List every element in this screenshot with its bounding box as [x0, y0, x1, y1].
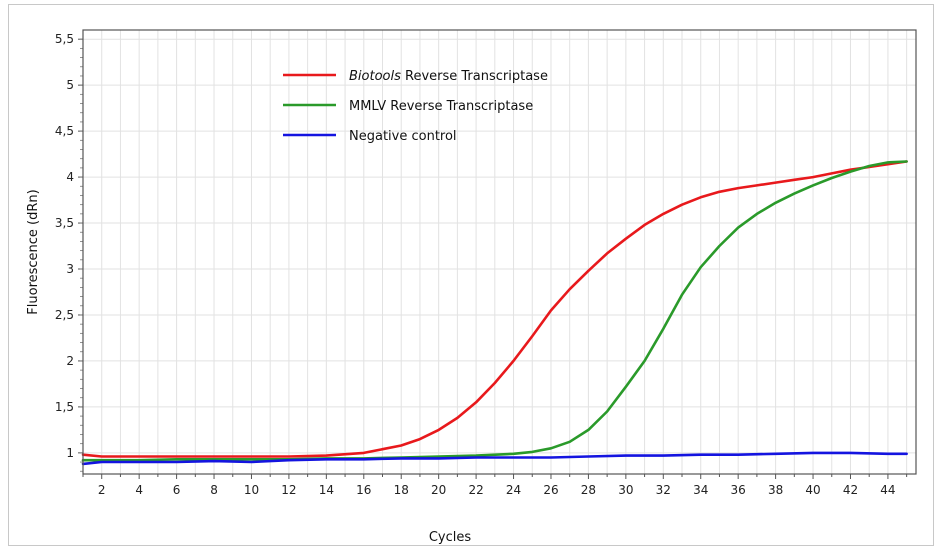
x-tick-label: 34	[693, 483, 708, 497]
y-tick-label: 1,5	[55, 400, 74, 414]
x-tick-label: 8	[210, 483, 218, 497]
x-tick-label: 12	[281, 483, 296, 497]
y-tick-label: 4	[66, 170, 74, 184]
x-tick-label: 6	[173, 483, 181, 497]
x-tick-label: 18	[394, 483, 409, 497]
x-axis-title: Cycles	[429, 530, 472, 545]
grid	[82, 30, 916, 474]
y-tick-label: 5,5	[55, 32, 74, 46]
x-tick-label: 20	[431, 483, 446, 497]
legend-label-italic: Biotools	[349, 69, 401, 84]
series-lines	[81, 160, 908, 466]
legend-label-1: MMLV Reverse Transcriptase	[349, 99, 533, 114]
x-tick-label: 30	[618, 483, 633, 497]
y-tick-label: 5	[66, 78, 74, 92]
x-tick-label: 38	[768, 483, 783, 497]
x-tick-label: 22	[468, 483, 483, 497]
x-tick-label: 44	[880, 483, 895, 497]
x-tick-label: 24	[506, 483, 521, 497]
series-line-1	[81, 160, 908, 462]
y-axis-ticks: 1 1,5 2 2,5 3 3,5 4 4,5 5 5,5	[55, 32, 83, 472]
x-tick-label: 32	[656, 483, 671, 497]
x-tick-label: 40	[805, 483, 820, 497]
chart-frame	[8, 4, 934, 546]
x-axis-ticks: 2 4 6 8 10 12 14 16 18 20 22 24 26 28 30 32 34 36 38 40 42 44	[82, 474, 908, 497]
x-tick-label: 14	[319, 483, 334, 497]
x-tick-label: 26	[543, 483, 558, 497]
y-axis-title: Fluorescence (dRn)	[26, 189, 41, 314]
legend: Biotools Reverse Transcriptase MMLV Rever…	[283, 69, 548, 144]
x-tick-label: 4	[135, 483, 143, 497]
y-tick-label: 3,5	[55, 216, 74, 230]
series-line-0	[81, 160, 908, 458]
series-line-2	[81, 451, 908, 466]
plot-border	[82, 29, 917, 475]
x-tick-label: 16	[356, 483, 371, 497]
x-tick-label: 2	[98, 483, 106, 497]
x-tick-label: 36	[731, 483, 746, 497]
y-tick-label: 3	[66, 262, 74, 276]
x-tick-label: 10	[244, 483, 259, 497]
legend-label-rest: Reverse Transcriptase	[401, 69, 548, 84]
x-tick-label: 42	[843, 483, 858, 497]
legend-label-2: Negative control	[349, 129, 457, 144]
legend-label-0: Biotools Reverse Transcriptase	[349, 69, 548, 84]
y-tick-label: 4,5	[55, 124, 74, 138]
y-tick-label: 1	[66, 446, 74, 460]
x-tick-label: 28	[581, 483, 596, 497]
y-tick-label: 2	[66, 354, 74, 368]
y-tick-label: 2,5	[55, 308, 74, 322]
